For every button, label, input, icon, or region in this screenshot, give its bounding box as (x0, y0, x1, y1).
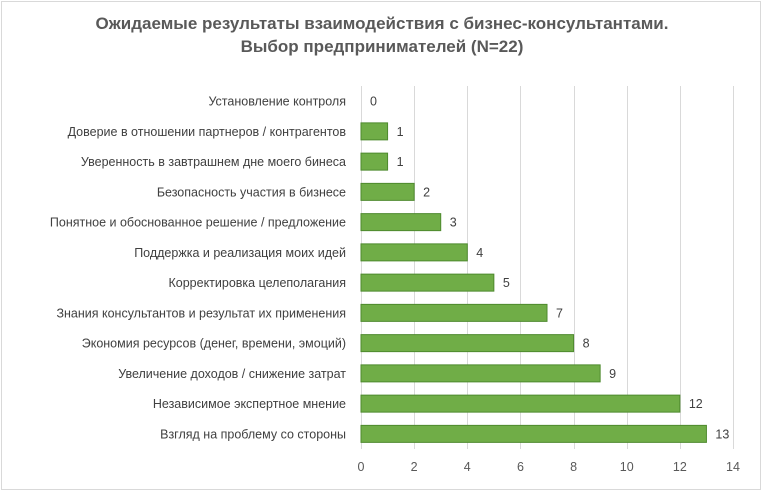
bar-6 (360, 273, 495, 292)
category-label-2: Уверенность в завтрашнем дне моего бинес… (81, 155, 346, 169)
bar-3 (360, 182, 415, 201)
x-tick-label-4: 8 (570, 460, 577, 474)
category-label-1: Доверие в отношении партнеров / контраге… (68, 125, 347, 139)
data-label-5: 4 (476, 246, 483, 260)
data-label-6: 5 (503, 276, 510, 290)
category-label-9: Увеличение доходов / снижение затрат (118, 367, 346, 381)
category-label-0: Установление контроля (208, 95, 346, 109)
data-label-0: 0 (370, 95, 377, 109)
chart-title-line-1: Ожидаемые результаты взаимодействия с би… (95, 14, 669, 33)
chart-title: Ожидаемые результаты взаимодействия с би… (0, 12, 764, 58)
data-label-1: 1 (397, 125, 404, 139)
data-label-11: 13 (715, 427, 729, 441)
bar-1 (360, 122, 389, 141)
category-label-5: Поддержка и реализация моих идей (134, 246, 346, 260)
category-label-6: Корректировка целеполагания (168, 276, 346, 290)
category-label-7: Знания консультантов и результат их прим… (56, 306, 346, 320)
data-label-8: 8 (583, 337, 590, 351)
data-label-3: 2 (423, 185, 430, 199)
chart-title-line-2: Выбор предпринимателей (N=22) (240, 37, 524, 56)
bar-5 (360, 243, 468, 262)
data-label-9: 9 (609, 367, 616, 381)
x-tick-label-3: 6 (517, 460, 524, 474)
data-label-10: 12 (689, 397, 703, 411)
data-label-2: 1 (397, 155, 404, 169)
bar-9 (360, 364, 601, 383)
data-label-7: 7 (556, 306, 563, 320)
category-label-11: Взгляд на проблему со стороны (160, 427, 346, 441)
x-tick-label-1: 2 (411, 460, 418, 474)
bar-10 (360, 394, 681, 413)
x-tick-label-5: 10 (620, 460, 634, 474)
bar-8 (360, 334, 575, 353)
category-label-8: Экономия ресурсов (денег, времени, эмоци… (82, 337, 346, 351)
category-label-3: Безопасность участия в бизнесе (157, 185, 346, 199)
x-tick-label-0: 0 (358, 460, 365, 474)
bar-4 (360, 213, 442, 232)
category-label-4: Понятное и обоснованное решение / предло… (50, 216, 346, 230)
data-label-4: 3 (450, 216, 457, 230)
bar-7 (360, 303, 548, 322)
bar-2 (360, 152, 389, 171)
x-tick-label-2: 4 (464, 460, 471, 474)
x-tick-label-7: 14 (726, 460, 740, 474)
category-label-10: Независимое экспертное мнение (153, 397, 346, 411)
x-tick-label-6: 12 (673, 460, 687, 474)
bar-11 (360, 424, 707, 443)
